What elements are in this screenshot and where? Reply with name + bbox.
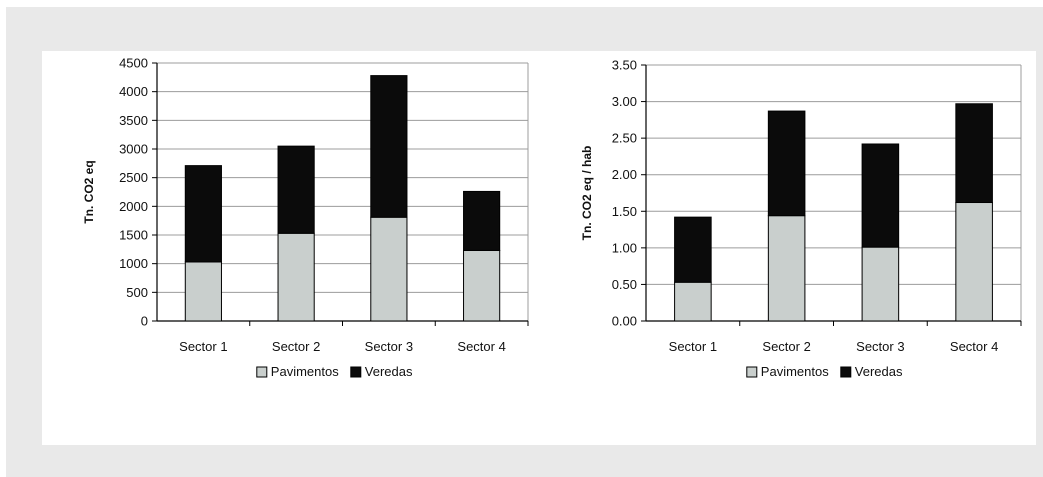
y-axis-label: Tn. CO2 eq xyxy=(82,160,96,223)
bar-pavimentos-sector-4 xyxy=(955,202,993,322)
y-tick-label: 1.00 xyxy=(612,240,637,255)
legend-swatch-pavimentos xyxy=(256,366,268,378)
x-tick-label: Sector 2 xyxy=(762,339,810,354)
y-tick-label: 3.00 xyxy=(612,94,637,109)
bar-pavimentos-sector-4 xyxy=(463,249,501,322)
bar-pavimentos-sector-3 xyxy=(861,246,900,322)
legend-label-pavimentos: Pavimentos xyxy=(761,364,829,379)
legend-label-veredas: Veredas xyxy=(855,364,903,379)
bar-veredas-sector-2 xyxy=(767,110,806,217)
legend-label-veredas: Veredas xyxy=(365,364,413,379)
legend-swatch-veredas xyxy=(840,366,852,378)
y-tick-label: 3500 xyxy=(119,113,148,128)
y-tick-label: 2000 xyxy=(119,199,148,214)
y-tick-label: 1.50 xyxy=(612,204,637,219)
x-tick-label: Sector 1 xyxy=(179,339,227,354)
bar-veredas-sector-3 xyxy=(861,143,900,248)
legend-label-pavimentos: Pavimentos xyxy=(271,364,339,379)
bar-pavimentos-sector-1 xyxy=(674,281,712,322)
y-tick-label: 2.00 xyxy=(612,167,637,182)
y-axis-label: Tn. CO2 eq / hab xyxy=(580,146,594,241)
legend-swatch-pavimentos xyxy=(746,366,758,378)
y-tick-label: 1000 xyxy=(119,256,148,271)
y-tick-label: 500 xyxy=(126,285,148,300)
bar-pavimentos-sector-2 xyxy=(277,232,315,322)
y-tick-label: 0.50 xyxy=(612,277,637,292)
bar-veredas-sector-1 xyxy=(674,216,712,283)
legend-swatch-veredas xyxy=(350,366,362,378)
x-tick-label: Sector 2 xyxy=(272,339,320,354)
legend: Pavimentos Veredas xyxy=(746,364,903,379)
bar-pavimentos-sector-1 xyxy=(184,261,222,322)
y-tick-label: 4000 xyxy=(119,84,148,99)
y-tick-label: 1500 xyxy=(119,228,148,243)
y-tick-label: 3000 xyxy=(119,142,148,157)
bar-pavimentos-sector-2 xyxy=(767,215,806,322)
bar-pavimentos-sector-3 xyxy=(370,216,408,322)
y-tick-label: 0.00 xyxy=(612,314,637,329)
bar-veredas-sector-4 xyxy=(463,190,501,251)
legend: Pavimentos Veredas xyxy=(256,364,413,379)
x-tick-label: Sector 4 xyxy=(950,339,998,354)
x-tick-label: Sector 3 xyxy=(856,339,904,354)
x-tick-label: Sector 3 xyxy=(365,339,413,354)
bar-veredas-sector-2 xyxy=(277,145,315,234)
x-tick-label: Sector 4 xyxy=(457,339,505,354)
y-tick-label: 2.50 xyxy=(612,131,637,146)
bar-veredas-sector-3 xyxy=(370,75,408,218)
y-tick-label: 2500 xyxy=(119,170,148,185)
bar-veredas-sector-1 xyxy=(184,165,222,263)
y-tick-label: 4500 xyxy=(119,56,148,71)
bar-veredas-sector-4 xyxy=(955,103,993,204)
y-tick-label: 3.50 xyxy=(612,58,637,73)
x-tick-label: Sector 1 xyxy=(669,339,717,354)
y-tick-label: 0 xyxy=(141,314,148,329)
